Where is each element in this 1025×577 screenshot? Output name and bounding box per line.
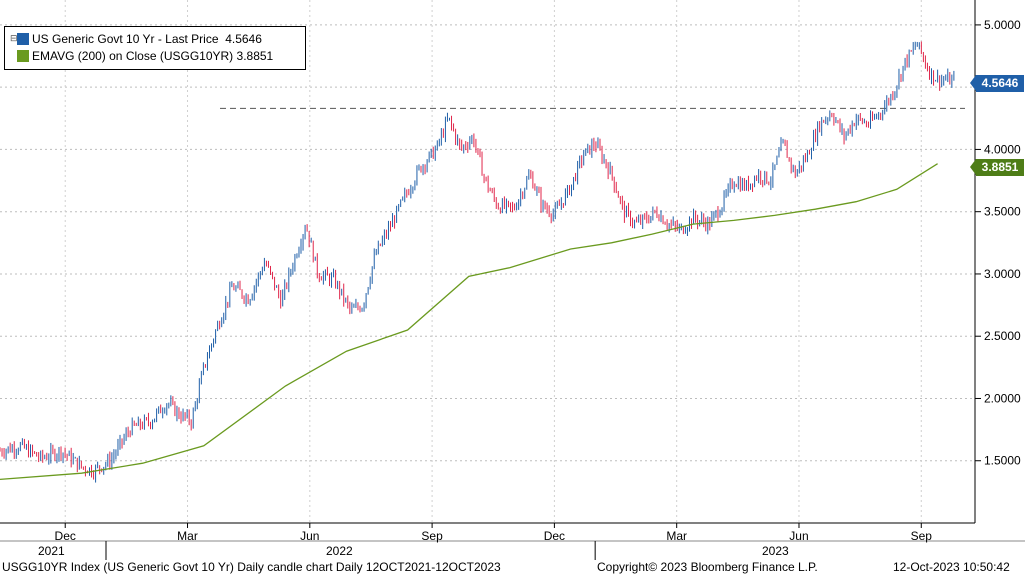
y-tick-label: 1.5000 bbox=[984, 454, 1021, 468]
y-tick-label: 5.0000 bbox=[984, 18, 1021, 32]
tree-toggle-icon[interactable]: ⊟ bbox=[10, 33, 18, 43]
y-tick-label: 4.0000 bbox=[984, 142, 1021, 156]
y-tick-label: 2.5000 bbox=[984, 329, 1021, 343]
legend-label-ema: EMAVG (200) on Close (USGG10YR) bbox=[32, 49, 234, 63]
x-tick-label: Jun bbox=[789, 529, 808, 543]
x-tick-label: Mar bbox=[666, 529, 687, 543]
x-tick-label: Mar bbox=[177, 529, 198, 543]
legend-label-price: US Generic Govt 10 Yr - Last Price bbox=[32, 32, 219, 46]
x-tick-label: Sep bbox=[421, 529, 443, 543]
y-tick-label: 2.0000 bbox=[984, 391, 1021, 405]
footer-copyright: Copyright© 2023 Bloomberg Finance L.P. bbox=[597, 560, 818, 574]
ema-value-badge: 3.8851 bbox=[970, 159, 1024, 176]
legend-value-ema: 3.8851 bbox=[236, 49, 274, 63]
x-tick-label: Dec bbox=[55, 529, 76, 543]
year-label-2022: 2022 bbox=[326, 544, 353, 558]
y-tick-label: 3.5000 bbox=[984, 205, 1021, 219]
y-tick-label: 3.0000 bbox=[984, 267, 1021, 281]
year-label-2023: 2023 bbox=[762, 544, 789, 558]
ema-line bbox=[0, 163, 938, 481]
legend-value-price: 4.5646 bbox=[225, 32, 262, 46]
x-tick-label: Dec bbox=[544, 529, 565, 543]
x-tick-label: Sep bbox=[911, 529, 933, 543]
chart-legend: ⊟ US Generic Govt 10 Yr - Last Price 4.5… bbox=[4, 26, 306, 70]
x-tick-label: Jun bbox=[300, 529, 319, 543]
legend-swatch-price bbox=[17, 33, 29, 45]
year-label-2021: 2021 bbox=[38, 544, 65, 558]
footer-description: USGG10YR Index (US Generic Govt 10 Yr) D… bbox=[2, 560, 501, 574]
footer-timestamp: 12-Oct-2023 10:50:42 bbox=[893, 560, 1010, 574]
legend-swatch-ema bbox=[17, 50, 29, 62]
last-price-badge: 4.5646 bbox=[970, 75, 1024, 92]
